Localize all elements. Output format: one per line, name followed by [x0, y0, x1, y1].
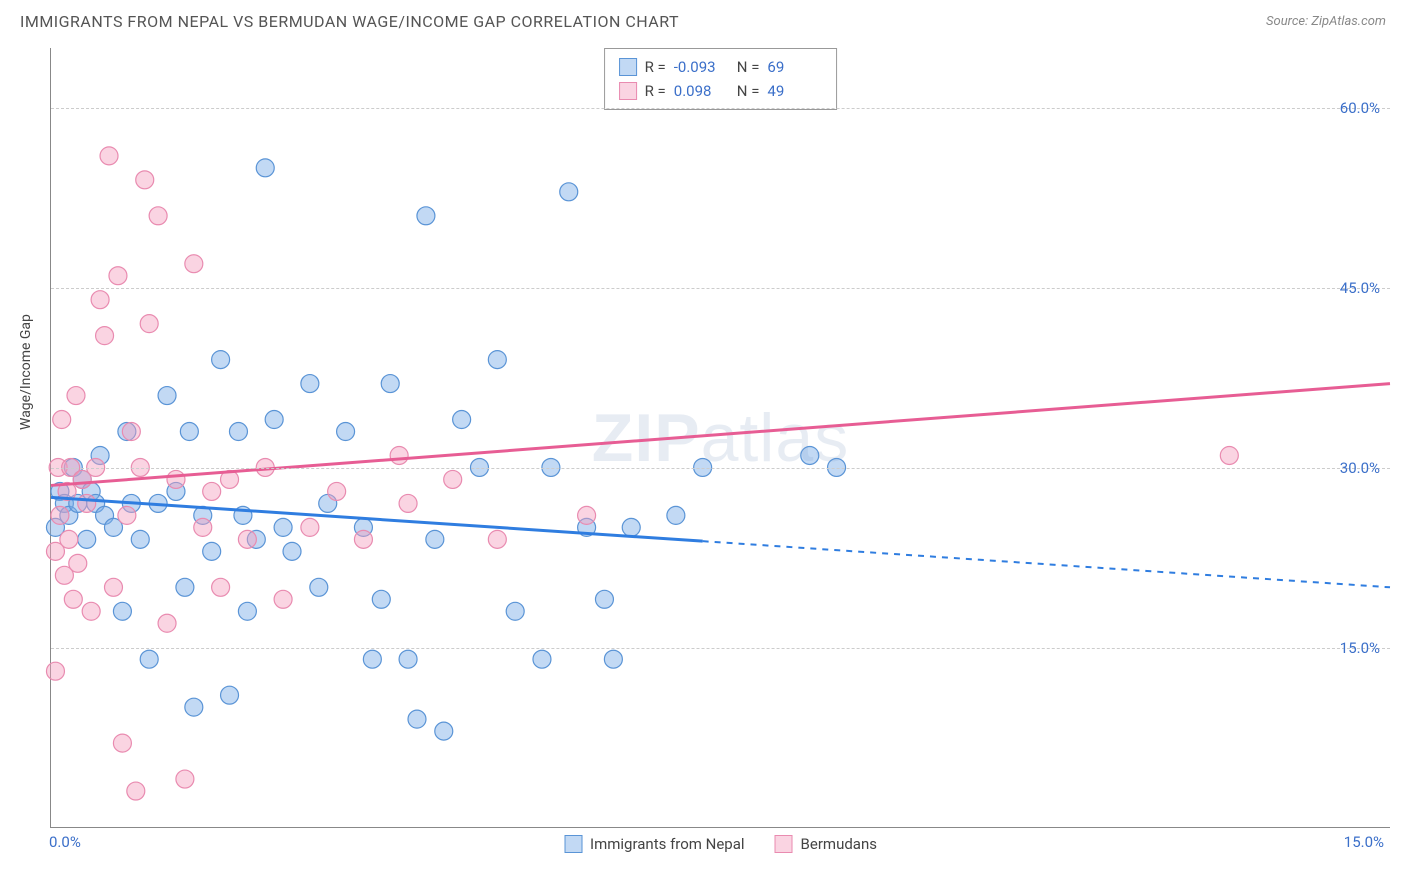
r-value-series2: 0.098 — [674, 79, 729, 103]
gridline — [51, 468, 1390, 469]
legend-swatch-series2 — [775, 835, 793, 853]
stats-row-series1: R = -0.093 N = 69 — [619, 55, 823, 79]
swatch-series2 — [619, 82, 637, 100]
y-axis-label: Wage/Income Gap — [18, 314, 34, 430]
n-value-series2: 49 — [767, 79, 822, 103]
y-tick-label: 30.0% — [1340, 459, 1380, 477]
stats-legend-box: R = -0.093 N = 69 R = 0.098 N = 49 — [604, 48, 838, 110]
swatch-series1 — [619, 58, 637, 76]
chart-title: IMMIGRANTS FROM NEPAL VS BERMUDAN WAGE/I… — [20, 12, 679, 31]
legend-label-series1: Immigrants from Nepal — [590, 835, 745, 853]
chart-area: ZIPatlas R = -0.093 N = 69 R = 0.098 N =… — [50, 48, 1390, 828]
legend-item-series2: Bermudans — [775, 835, 877, 853]
gridline — [51, 288, 1390, 289]
gridline — [51, 648, 1390, 649]
stats-row-series2: R = 0.098 N = 49 — [619, 79, 823, 103]
scatter-plot-svg — [51, 48, 1390, 827]
x-tick-right: 15.0% — [1344, 833, 1384, 851]
page-header: IMMIGRANTS FROM NEPAL VS BERMUDAN WAGE/I… — [0, 0, 1406, 39]
y-tick-label: 60.0% — [1340, 99, 1380, 117]
bottom-legend: Immigrants from Nepal Bermudans — [564, 835, 877, 853]
y-tick-label: 45.0% — [1340, 279, 1380, 297]
legend-item-series1: Immigrants from Nepal — [564, 835, 745, 853]
x-tick-left: 0.0% — [49, 833, 81, 851]
n-value-series1: 69 — [767, 55, 822, 79]
legend-swatch-series1 — [564, 835, 582, 853]
legend-label-series2: Bermudans — [801, 835, 877, 853]
r-value-series1: -0.093 — [674, 55, 729, 79]
y-tick-label: 15.0% — [1340, 639, 1380, 657]
gridline — [51, 108, 1390, 109]
source-label: Source: ZipAtlas.com — [1266, 14, 1386, 29]
